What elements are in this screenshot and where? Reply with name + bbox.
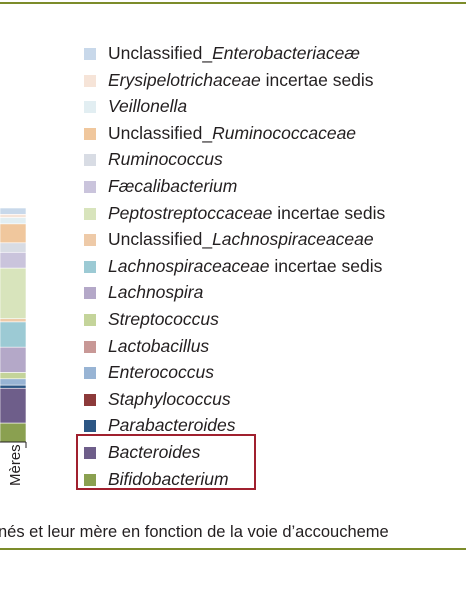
legend-swatch bbox=[84, 340, 96, 353]
legend-swatch bbox=[84, 473, 96, 486]
legend-label: Lachnospira bbox=[108, 279, 203, 305]
legend-label: Fæcalibacterium bbox=[108, 173, 237, 199]
legend-label: Staphylococcus bbox=[108, 386, 231, 412]
legend-label-taxon: Parabacteroides bbox=[108, 415, 236, 436]
legend-swatch bbox=[84, 154, 96, 167]
legend-label: Peptostreptoccaceae incertae sedis bbox=[108, 200, 385, 226]
legend-swatch bbox=[84, 313, 96, 326]
caption-text: nés et leur mère en fonction de la voie … bbox=[0, 523, 389, 541]
legend-item: Veillonella bbox=[84, 93, 464, 120]
legend-swatch bbox=[84, 48, 96, 60]
legend-label: Bacteroides bbox=[108, 439, 200, 465]
highlight-box bbox=[76, 434, 256, 490]
legend-item: Unclassified_Lachnospiraceaceae bbox=[84, 226, 464, 253]
legend-label-suffix: incertae sedis bbox=[260, 69, 374, 90]
legend-item: Unclassified_Ruminococcaceae bbox=[84, 120, 464, 147]
bar-segment bbox=[0, 251, 27, 269]
legend-label: Ruminococcus bbox=[108, 146, 223, 172]
legend-swatch bbox=[84, 127, 96, 140]
legend-item: Lactobacillus bbox=[84, 333, 464, 360]
legend-item: Lachnospiraceaceae incertae sedis bbox=[84, 253, 464, 280]
legend-label-taxon: Enterobacteriaceæ bbox=[212, 43, 360, 63]
legend-label-taxon: Fæcalibacterium bbox=[108, 175, 238, 196]
legend-item: Erysipelotrichaceae incertae sedis bbox=[84, 67, 464, 94]
bar-segment bbox=[0, 378, 27, 386]
legend-item: Ruminococcus bbox=[84, 146, 464, 173]
bar-segment bbox=[0, 387, 27, 424]
bar-segment bbox=[0, 207, 27, 215]
bar-segment bbox=[0, 217, 27, 225]
legend-label-taxon: Enterococcus bbox=[108, 362, 215, 383]
legend-label-taxon: Lactobacillus bbox=[108, 335, 210, 356]
legend-label: Erysipelotrichaceae incertae sedis bbox=[108, 67, 374, 93]
bar-segment bbox=[0, 372, 27, 380]
legend-swatch bbox=[84, 74, 96, 87]
bar-segment bbox=[0, 346, 27, 373]
legend-label: Bifidobacterium bbox=[108, 466, 229, 492]
legend-label-prefix: Unclassified_ bbox=[108, 122, 213, 143]
legend-swatch bbox=[84, 180, 96, 193]
legend-item: Bifidobacterium bbox=[84, 466, 464, 493]
legend-label-taxon: Erysipelotrichaceae bbox=[108, 69, 261, 90]
top-rule bbox=[0, 2, 466, 4]
legend-item: Parabacteroides bbox=[84, 412, 464, 439]
legend-label: Lactobacillus bbox=[108, 333, 209, 359]
legend-label: Lachnospiraceaceae incertae sedis bbox=[108, 253, 382, 279]
legend-label: Enterococcus bbox=[108, 359, 214, 385]
legend-item: Lachnospira bbox=[84, 279, 464, 306]
legend-label: Unclassified_Lachnospiraceaceae bbox=[108, 226, 374, 252]
legend-label-suffix: incertae sedis bbox=[269, 255, 383, 276]
legend-item: Fæcalibacterium bbox=[84, 173, 464, 200]
x-tick-label-meres: Mères bbox=[7, 444, 24, 486]
bar-segment bbox=[0, 321, 27, 348]
legend-swatch bbox=[84, 446, 96, 459]
legend-label-taxon: Streptococcus bbox=[108, 308, 219, 329]
legend-label-taxon: Peptostreptoccaceae bbox=[108, 202, 273, 223]
bar-segment bbox=[0, 214, 27, 218]
legend-label-taxon: Staphylococcus bbox=[108, 388, 231, 409]
legend-swatch bbox=[84, 207, 96, 220]
legend-item: Streptococcus bbox=[84, 306, 464, 333]
legend-label: Parabacteroides bbox=[108, 412, 235, 438]
legend-label: Unclassified_Ruminococcaceae bbox=[108, 120, 356, 146]
legend-swatch bbox=[84, 420, 96, 433]
bar-segment bbox=[0, 267, 27, 319]
legend-swatch bbox=[84, 367, 96, 380]
legend-label-taxon: Ruminococcus bbox=[108, 149, 223, 170]
legend-swatch bbox=[84, 287, 96, 300]
legend-swatch bbox=[84, 393, 96, 406]
legend-label-taxon: Ruminococcaceae bbox=[212, 122, 357, 143]
legend-swatch bbox=[84, 260, 96, 273]
bar-segment bbox=[0, 384, 27, 389]
bar-segment bbox=[0, 242, 27, 253]
legend-label-taxon: Lachnospira bbox=[108, 282, 204, 303]
legend-label: Unclassified_Enterobacteriaceæ bbox=[108, 40, 360, 66]
bar-segment bbox=[0, 318, 27, 323]
legend-item: Bacteroides bbox=[84, 439, 464, 466]
legend-swatch bbox=[84, 234, 96, 247]
legend-item: Staphylococcus bbox=[84, 386, 464, 413]
legend-swatch bbox=[84, 101, 96, 114]
bar-segment bbox=[0, 422, 27, 443]
legend-label-taxon: Lachnospiraceaceae bbox=[108, 255, 270, 276]
legend-label-taxon: Bacteroides bbox=[108, 441, 201, 462]
legend-label-taxon: Lachnospiraceaceae bbox=[212, 229, 374, 250]
chart-legend: Unclassified_Enterobacteriaceæ Erysipelot… bbox=[84, 40, 464, 492]
figure-caption: nés et leur mère en fonction de la voie … bbox=[0, 523, 466, 549]
legend-label-taxon: Veillonella bbox=[108, 96, 188, 117]
legend-label-taxon: Bifidobacterium bbox=[108, 468, 229, 489]
legend-label-suffix: incertae sedis bbox=[272, 202, 386, 223]
bottom-rule bbox=[0, 548, 466, 550]
legend-label-prefix: Unclassified_ bbox=[108, 229, 213, 250]
stacked-bar-chart bbox=[0, 207, 27, 448]
legend-item: Enterococcus bbox=[84, 359, 464, 386]
legend-item: Unclassified_Enterobacteriaceæ bbox=[84, 40, 464, 67]
legend-label: Streptococcus bbox=[108, 306, 219, 332]
legend-label-prefix: Unclassified_ bbox=[108, 43, 213, 63]
bar-segment bbox=[0, 223, 27, 244]
legend-label: Veillonella bbox=[108, 93, 187, 119]
legend-item: Peptostreptoccaceae incertae sedis bbox=[84, 200, 464, 227]
